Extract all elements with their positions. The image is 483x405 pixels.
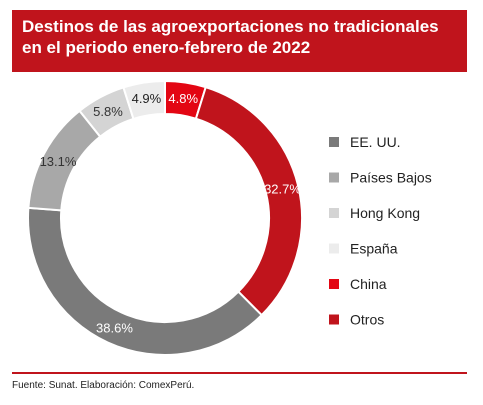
legend: EE. UU. Países Bajos Hong Kong España China O… [329, 134, 432, 328]
slice-otros [194, 85, 303, 317]
legend-swatch-hong-kong [329, 208, 339, 218]
slice-label-hong-kong: 5.8% [93, 104, 123, 119]
donut-slices [27, 79, 303, 356]
legend-swatch-ee-uu [329, 137, 339, 147]
slice-ee-uu [27, 206, 264, 356]
chart-title-line-1: Destinos de las agroexportaciones no tra… [22, 17, 439, 36]
legend-label-hong-kong: Hong Kong [350, 205, 420, 221]
legend-label-espana: España [350, 241, 398, 257]
legend-label-ee-uu: EE. UU. [350, 134, 401, 150]
legend-swatch-espana [329, 243, 339, 254]
slice-label-paises-bajos: 13.1% [40, 154, 77, 169]
slice-label-otros: 32.7% [264, 182, 301, 197]
footer-rule [12, 372, 467, 374]
slice-labels: 4.8% 32.7% 38.6% 13.1% 5.8% 4.9% [40, 91, 302, 336]
slice-espana [122, 79, 166, 121]
legend-label-otros: Otros [350, 312, 384, 328]
chart-title-line-2: en el periodo enero-febrero de 2022 [22, 38, 311, 57]
slice-label-ee-uu: 38.6% [96, 320, 133, 335]
slice-label-china: 4.8% [168, 91, 198, 106]
legend-swatch-china [329, 279, 339, 289]
legend-swatch-otros [329, 314, 339, 325]
title-bar: Destinos de las agroexportaciones no tra… [12, 10, 467, 72]
donut-chart: 4.8% 32.7% 38.6% 13.1% 5.8% 4.9% EE. UU. Paíse… [27, 79, 432, 356]
legend-label-paises-bajos: Países Bajos [350, 170, 432, 186]
legend-swatch-paises-bajos [329, 172, 339, 183]
legend-label-china: China [350, 276, 387, 292]
source-note: Fuente: Sunat. Elaboración: ComexPerú. [12, 380, 195, 391]
slice-label-espana: 4.9% [132, 91, 162, 106]
